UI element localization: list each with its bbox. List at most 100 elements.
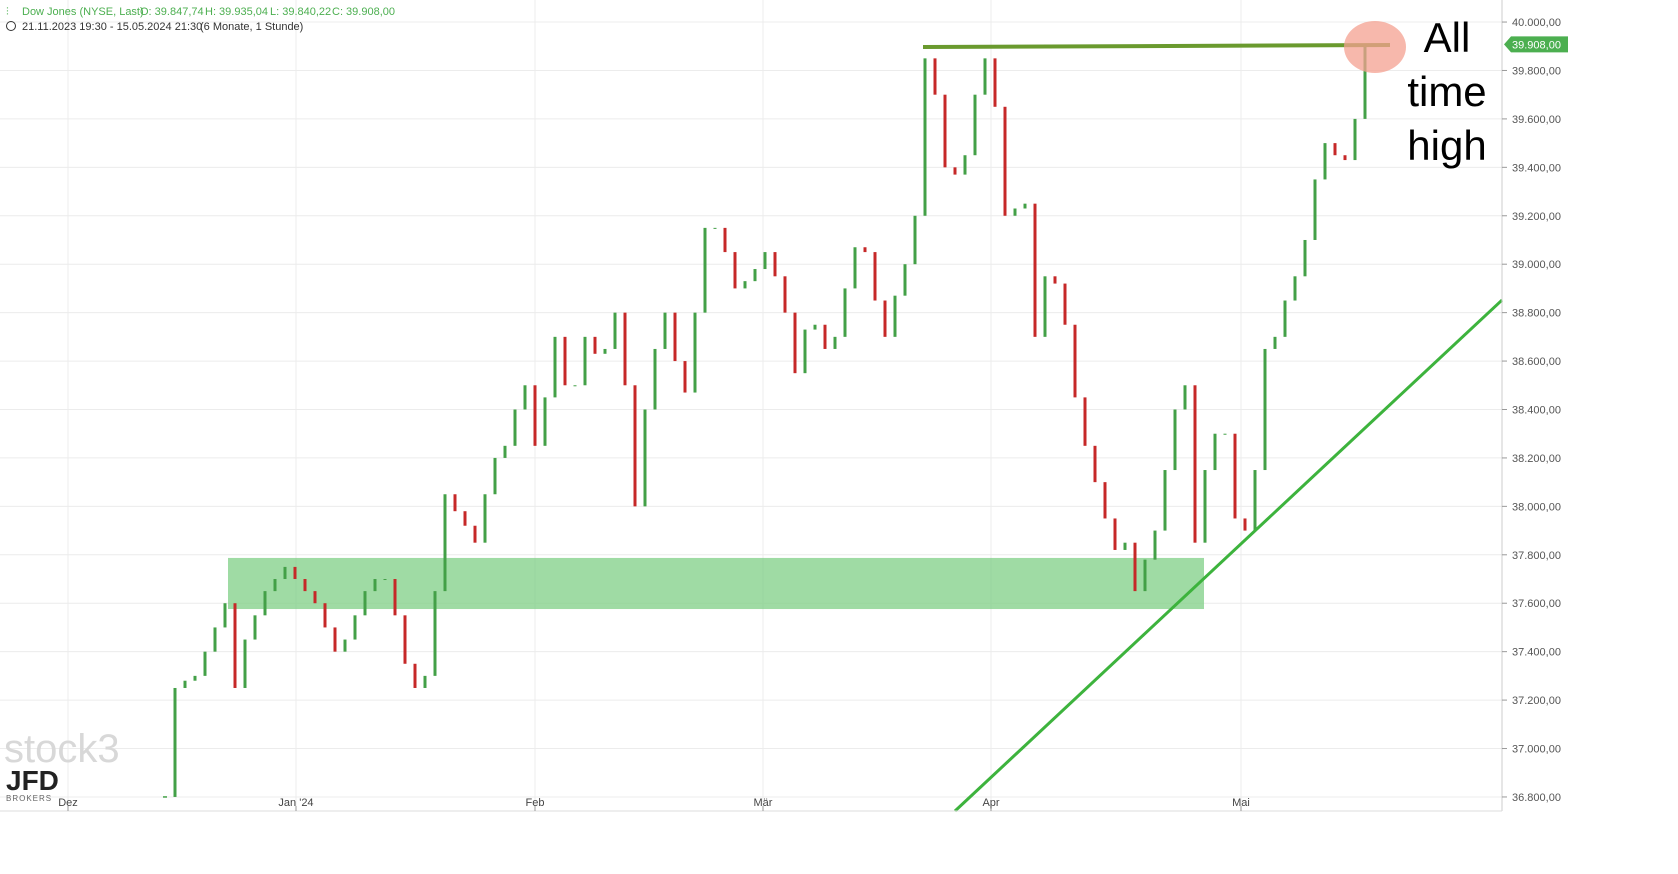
y-tick-label: 38.400,00 <box>1512 404 1561 416</box>
candle <box>323 603 327 628</box>
x-tick-label: Feb <box>526 797 545 809</box>
candle <box>583 336 587 386</box>
candle <box>903 264 907 296</box>
candle <box>703 227 707 313</box>
candle <box>1283 300 1287 337</box>
candle <box>1343 155 1347 161</box>
candle <box>1053 276 1057 284</box>
candle <box>683 361 687 393</box>
candle <box>1293 276 1297 301</box>
candle <box>623 312 627 386</box>
candle <box>593 336 597 354</box>
y-tick-label: 37.800,00 <box>1512 550 1561 562</box>
candle <box>413 663 417 688</box>
candle <box>913 215 917 265</box>
candle <box>263 591 267 616</box>
candle <box>343 639 347 652</box>
y-tick-label: 37.200,00 <box>1512 695 1561 707</box>
candle <box>1333 143 1337 156</box>
candle <box>1193 385 1197 543</box>
x-tick-label: Mai <box>1232 797 1250 809</box>
candle <box>943 94 947 168</box>
candle <box>653 348 657 410</box>
candle <box>493 457 497 495</box>
candle <box>213 627 217 652</box>
candle <box>573 385 577 387</box>
candle <box>373 579 377 592</box>
candle <box>673 312 677 362</box>
candle <box>563 336 567 386</box>
y-tick-label: 36.800,00 <box>1512 792 1561 804</box>
watermark-text: stock3 <box>4 727 120 771</box>
x-tick-label: Apr <box>982 797 999 809</box>
candle <box>513 409 517 446</box>
candle <box>983 58 987 95</box>
candle <box>1113 518 1117 550</box>
period: (6 Monate, 1 Stunde) <box>200 21 303 33</box>
candle <box>1163 470 1167 531</box>
annotation-text: high <box>1407 122 1486 169</box>
candle <box>1203 470 1207 543</box>
candle <box>283 566 287 580</box>
candle <box>1173 409 1177 471</box>
resistance-line <box>922 43 1391 49</box>
candle <box>1213 433 1217 471</box>
candle <box>873 252 877 301</box>
candle <box>663 312 667 349</box>
candle <box>523 385 527 410</box>
candle <box>193 675 197 681</box>
candle <box>1223 433 1227 435</box>
price-tag-bg <box>1504 36 1568 53</box>
candle <box>383 579 387 581</box>
candle <box>863 247 867 253</box>
candle <box>963 155 967 175</box>
x-tick-label: Dez <box>58 797 78 809</box>
candle <box>743 281 747 289</box>
candle <box>973 94 977 156</box>
candle <box>1313 179 1317 240</box>
candle <box>613 312 617 349</box>
candle <box>303 579 307 592</box>
candle <box>733 252 737 289</box>
chart-icon: ⫶ <box>6 6 9 18</box>
y-tick-label: 37.600,00 <box>1512 598 1561 610</box>
watermark: stock3 JFD BROKERS <box>4 727 120 803</box>
candle <box>693 312 697 393</box>
candle <box>393 579 397 616</box>
support-zone <box>228 557 1204 610</box>
ohlc-low: L: 39.840,22 <box>270 6 331 18</box>
candle <box>503 445 507 458</box>
candle <box>1103 482 1107 519</box>
candle <box>1063 283 1067 325</box>
candle <box>483 494 487 543</box>
candle <box>543 397 547 446</box>
annotation: All time high <box>1407 14 1486 169</box>
ohlc-close: C: 39.908,00 <box>332 6 395 18</box>
candle <box>813 324 817 330</box>
y-tick-label: 37.000,00 <box>1512 744 1561 756</box>
candle <box>1093 445 1097 483</box>
price-tag: 39.908,00 <box>1504 36 1568 53</box>
candle <box>643 409 647 507</box>
candle <box>993 58 997 107</box>
candle <box>1143 559 1147 592</box>
candle <box>1263 348 1267 471</box>
annotation-text: All <box>1424 14 1471 61</box>
candle <box>803 329 807 374</box>
candle <box>243 639 247 688</box>
y-tick-label: 38.600,00 <box>1512 356 1561 368</box>
candle <box>553 336 557 398</box>
candle <box>1353 118 1357 161</box>
candle <box>1003 106 1007 216</box>
price-tag-label: 39.908,00 <box>1512 39 1561 51</box>
candle <box>1033 203 1037 337</box>
candle <box>1243 518 1247 531</box>
candle <box>843 288 847 337</box>
candle <box>1023 203 1027 209</box>
candle <box>783 276 787 313</box>
candle <box>833 336 837 349</box>
candle <box>1363 44 1367 119</box>
y-tick-label: 39.400,00 <box>1512 162 1561 174</box>
